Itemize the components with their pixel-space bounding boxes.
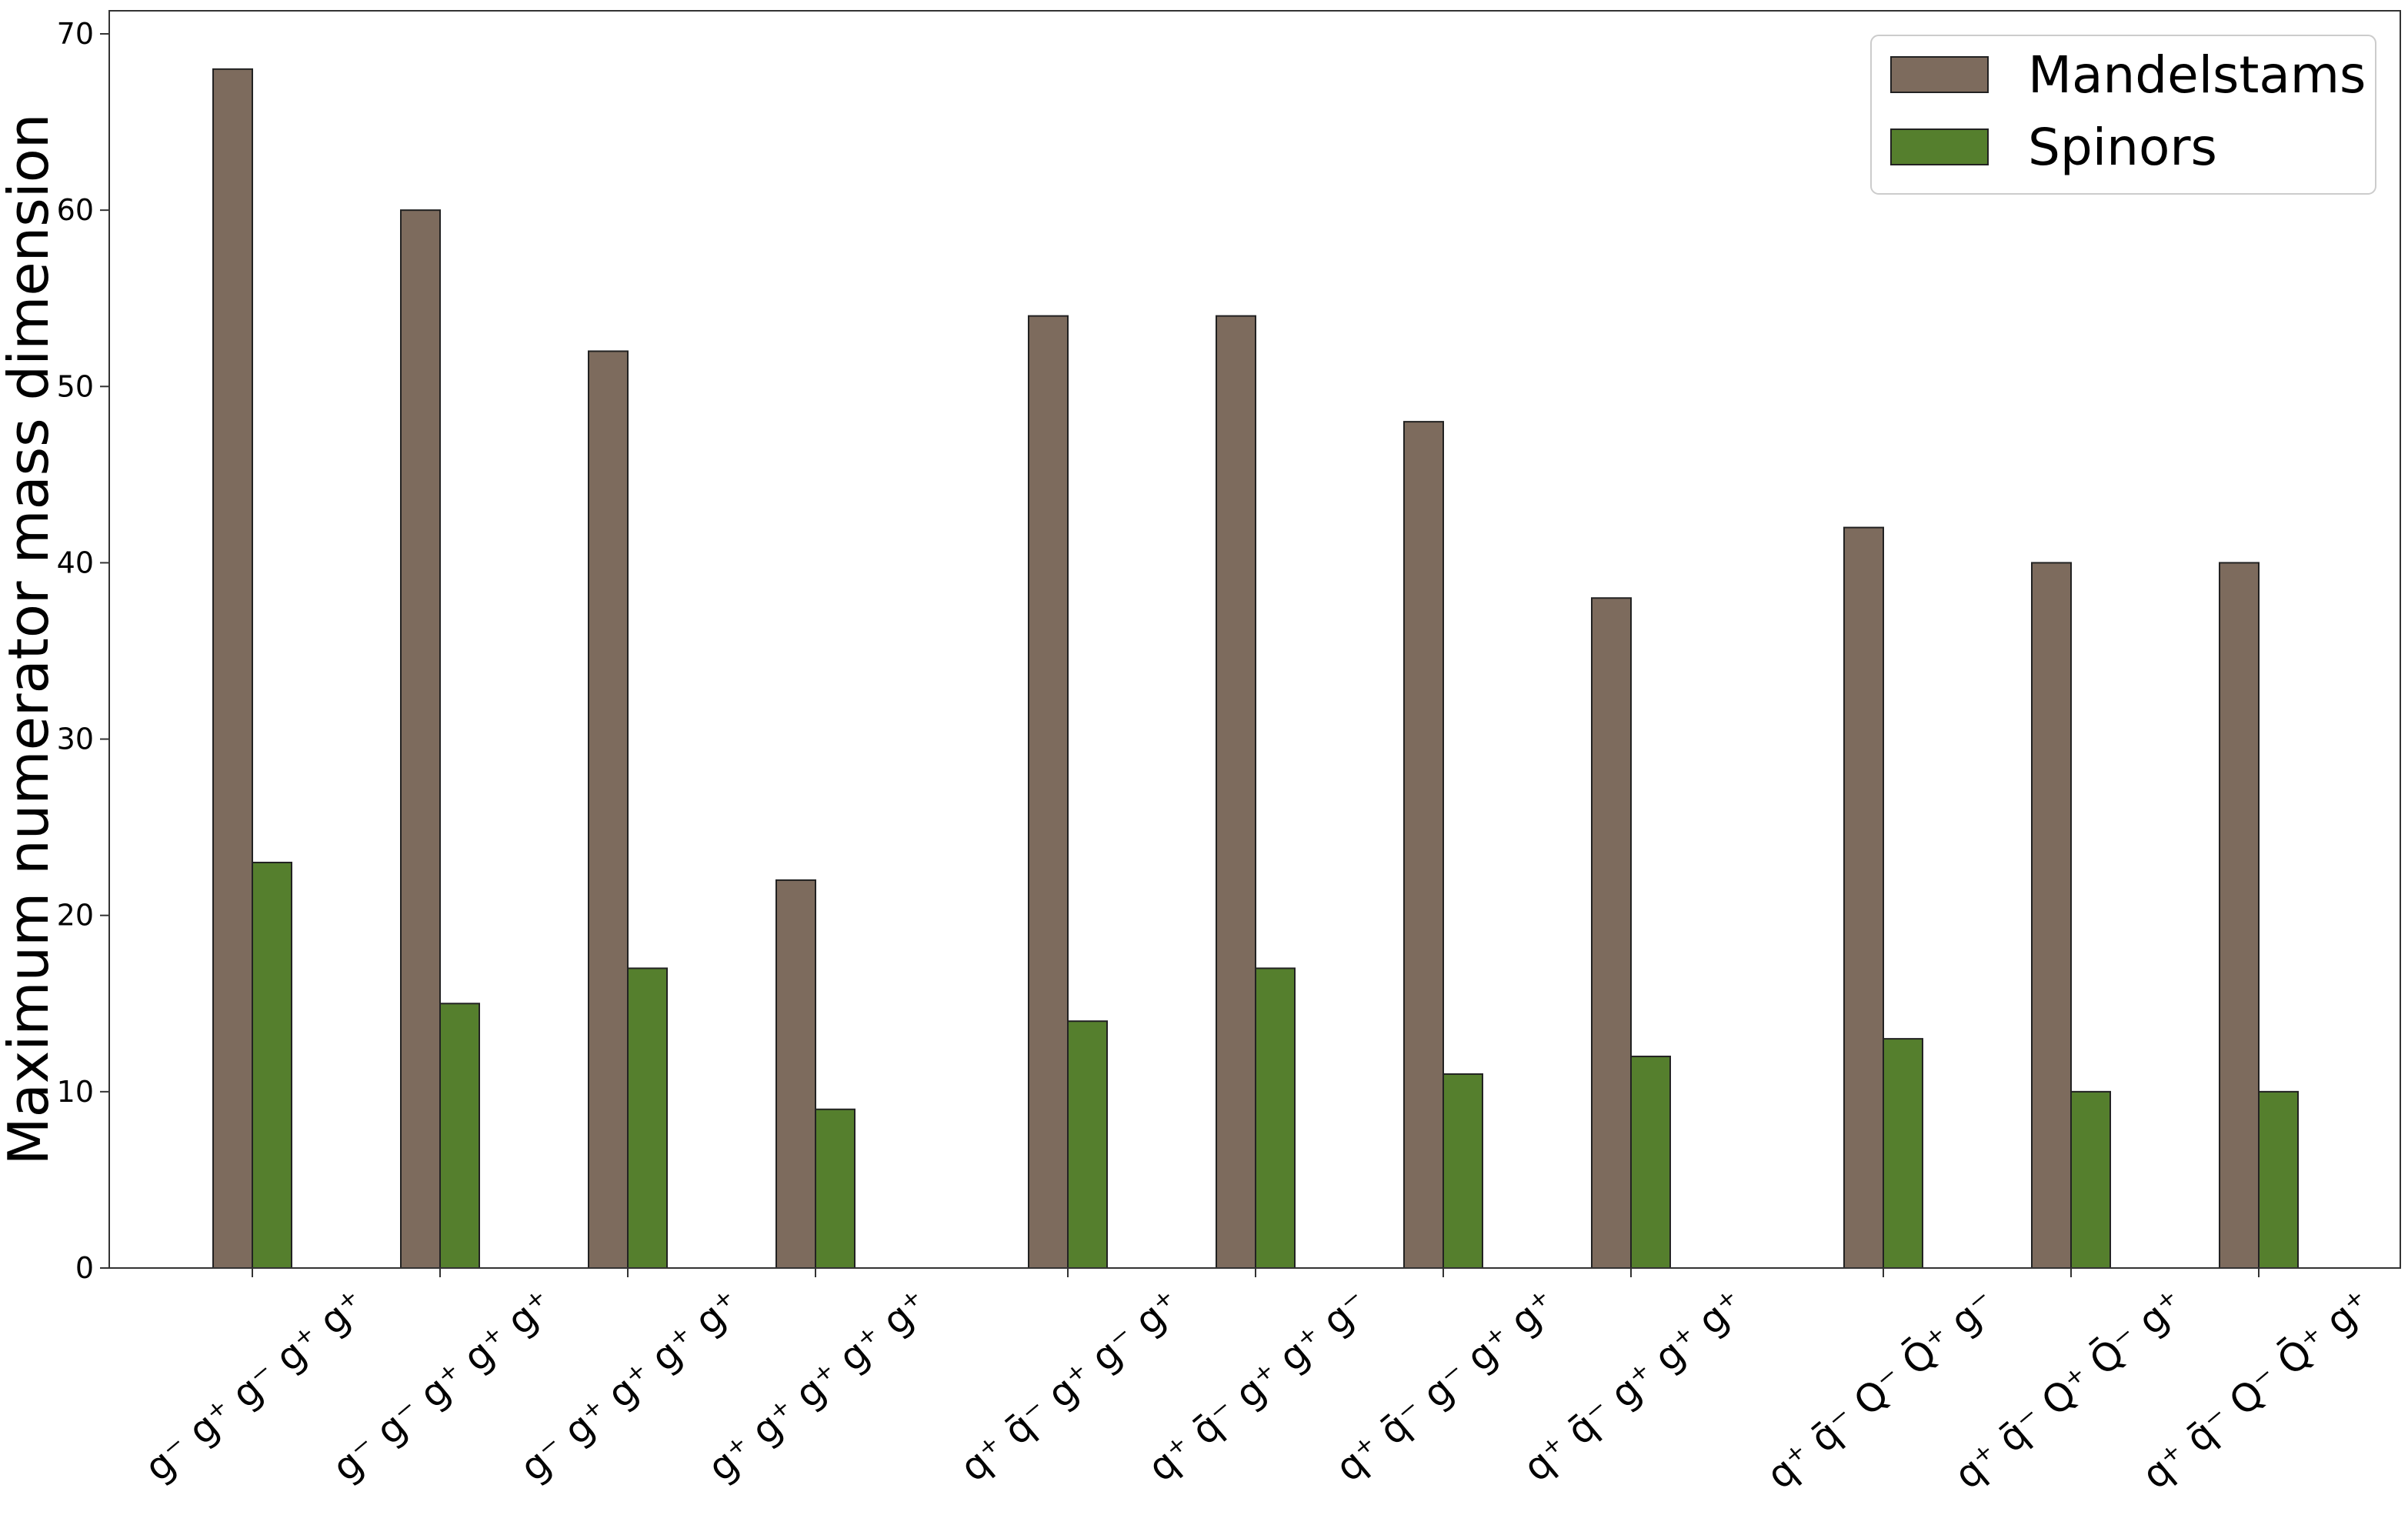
bar-spinors-2 — [627, 967, 668, 1269]
bar-spinors-7 — [1630, 1056, 1671, 1269]
y-tick-label-50: 50 — [57, 369, 94, 403]
y-tick-label-20: 20 — [57, 899, 94, 933]
bar-spinors-10 — [2258, 1090, 2299, 1270]
legend-swatch-mandelstams — [1890, 56, 1989, 93]
bar-spinors-8 — [1883, 1038, 1923, 1269]
bar-spinors-4 — [1067, 1020, 1108, 1269]
bar-mandelstams-5 — [1216, 315, 1256, 1270]
bar-mandelstams-3 — [775, 879, 816, 1270]
bar-spinors-9 — [2070, 1090, 2111, 1270]
bar-mandelstams-10 — [2219, 562, 2260, 1269]
bars-group — [212, 68, 2299, 1270]
legend-label-spinors: Spinors — [2028, 118, 2217, 177]
y-axis: 0 10 20 30 40 50 60 70 — [57, 17, 109, 1285]
y-tick-label-30: 30 — [57, 722, 94, 756]
bar-spinors-3 — [815, 1108, 855, 1270]
legend-box — [1870, 35, 2376, 195]
y-tick-label-70: 70 — [57, 17, 94, 51]
bar-mandelstams-7 — [1591, 597, 1632, 1269]
y-tick-label-10: 10 — [57, 1075, 94, 1109]
bar-mandelstams-1 — [400, 209, 441, 1270]
bar-spinors-1 — [439, 1003, 480, 1270]
y-axis-label: Maximum numerator mass dimension — [0, 114, 61, 1166]
bar-mandelstams-8 — [1843, 526, 1884, 1269]
bar-mandelstams-9 — [2031, 562, 2072, 1269]
legend-label-mandelstams: Mandelstams — [2028, 45, 2366, 105]
legend-swatch-spinors — [1890, 128, 1989, 165]
bar-mandelstams-0 — [212, 68, 253, 1269]
bar-spinors-5 — [1255, 967, 1296, 1269]
bar-mandelstams-2 — [588, 350, 629, 1269]
y-tick-label-40: 40 — [57, 546, 94, 579]
legend: Mandelstams Spinors — [1870, 35, 2376, 195]
bar-spinors-6 — [1442, 1073, 1483, 1270]
y-tick-label-60: 60 — [57, 193, 94, 227]
bar-mandelstams-6 — [1403, 421, 1444, 1269]
bar-mandelstams-4 — [1028, 315, 1069, 1270]
y-tick-label-0: 0 — [75, 1251, 94, 1285]
bar-spinors-0 — [252, 861, 292, 1269]
